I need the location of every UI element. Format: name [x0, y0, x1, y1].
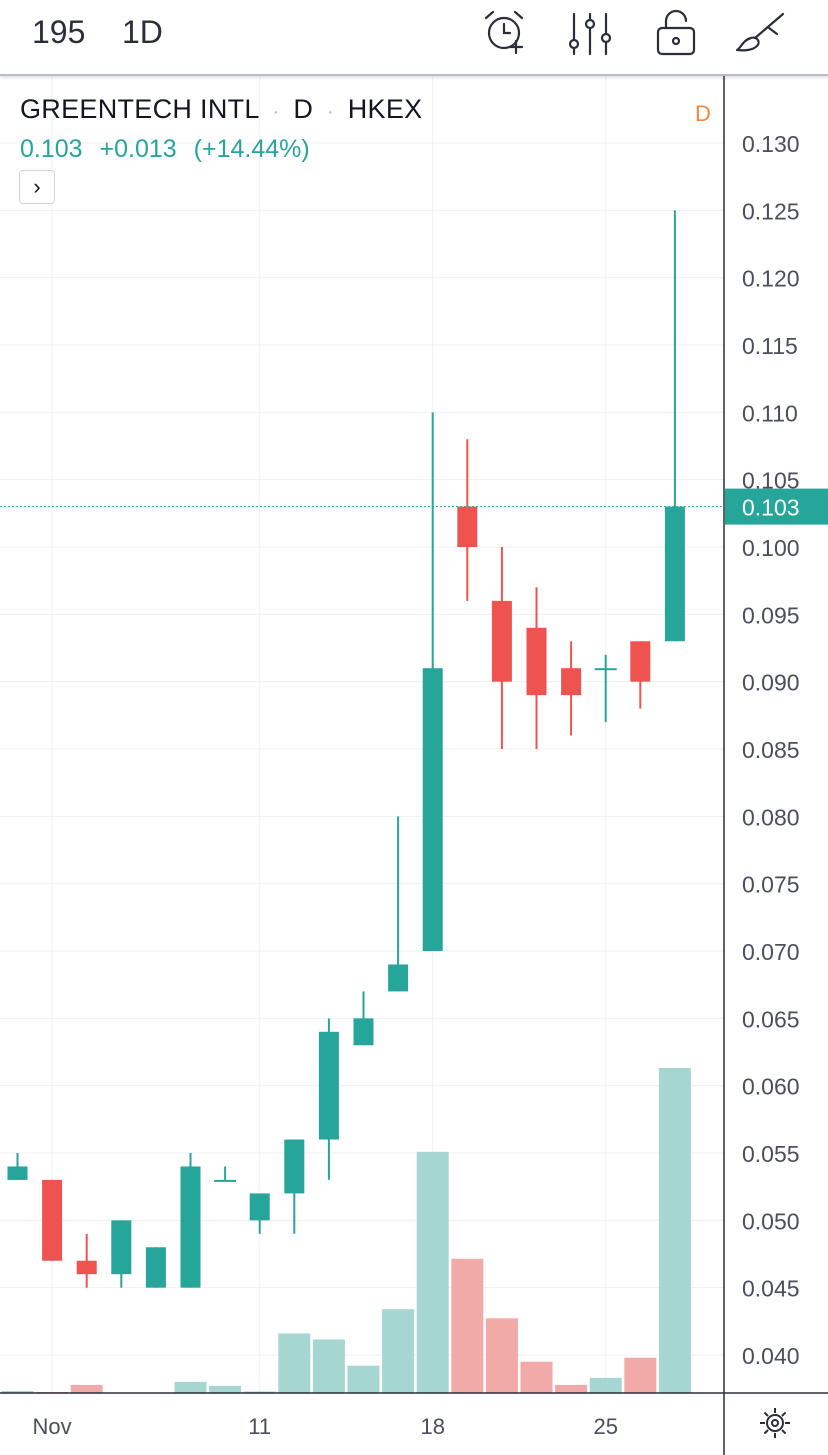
candle-body [526, 627, 547, 696]
volume-bar [624, 1357, 657, 1393]
candle-body [422, 668, 443, 951]
volume-bar [658, 1068, 691, 1393]
y-tick-label: 0.100 [742, 535, 800, 561]
x-tick-label: 25 [593, 1414, 617, 1439]
legend-exchange: HKEX [347, 94, 423, 124]
price-change-percent: (+14.44%) [193, 135, 310, 163]
volume-bar [243, 1391, 276, 1393]
last-price-label: 0.103 [742, 495, 800, 521]
lock-icon[interactable] [648, 8, 704, 60]
y-tick-label: 0.070 [742, 939, 800, 965]
candle-body [318, 1031, 339, 1140]
volume-bar [485, 1318, 518, 1393]
x-tick-label: 18 [420, 1414, 444, 1439]
last-price: 0.103 [20, 135, 83, 163]
price-change: +0.013 [99, 135, 177, 163]
top-toolbar: 195 1D [0, 0, 828, 76]
candle-body [180, 1166, 201, 1288]
chart-settings-gear-icon[interactable] [757, 1405, 793, 1441]
candle-body [284, 1139, 305, 1194]
volume-bar [278, 1333, 311, 1393]
drawing-brush-icon[interactable] [733, 8, 789, 60]
candle-body [353, 1018, 374, 1046]
candle-body [145, 1247, 166, 1288]
legend-timeframe: D [293, 94, 314, 124]
last-price-badge [725, 488, 828, 525]
y-tick-label: 0.115 [742, 333, 798, 359]
y-tick-label: 0.095 [742, 602, 800, 628]
volume-bar [382, 1309, 415, 1393]
candle-body [630, 641, 651, 682]
candle-body [664, 506, 685, 642]
candle-body [214, 1179, 237, 1182]
y-tick-label: 0.085 [742, 737, 800, 763]
y-tick-label: 0.060 [742, 1074, 800, 1100]
y-tick-label: 0.055 [742, 1141, 800, 1167]
candle-body [42, 1179, 63, 1261]
x-tick-label: Nov [33, 1414, 72, 1439]
legend-expand-button[interactable]: › [19, 170, 55, 204]
candle-body [249, 1193, 270, 1221]
volume-bar [520, 1361, 553, 1393]
y-tick-label: 0.045 [742, 1276, 800, 1302]
volume-bar [312, 1339, 345, 1393]
volume-bar [555, 1384, 588, 1393]
legend-separator: · [326, 101, 334, 123]
volume-bar [451, 1258, 484, 1393]
symbol-legend: GREENTECH INTL · D · HKEX 0.103 +0.013 (… [20, 94, 422, 164]
volume-bar [589, 1377, 622, 1393]
x-tick-label: 11 [248, 1414, 271, 1439]
volume-bar [347, 1365, 380, 1393]
symbol-name: GREENTECH INTL [20, 94, 259, 124]
volume-bar [174, 1381, 207, 1393]
y-tick-label: 0.120 [742, 266, 800, 292]
candle-body [111, 1220, 132, 1275]
candle-body [457, 506, 478, 547]
alarm-add-icon[interactable] [478, 8, 534, 60]
candle-body [594, 668, 617, 671]
candle-body [388, 964, 409, 992]
y-tick-label: 0.075 [742, 872, 800, 898]
y-tick-label: 0.090 [742, 670, 800, 696]
candle-body [561, 668, 582, 696]
candle-body [7, 1166, 28, 1180]
candle-body [491, 600, 512, 682]
volume-bar [1, 1390, 34, 1393]
y-tick-label: 0.050 [742, 1208, 800, 1234]
data-status-badge: D [695, 101, 711, 126]
symbol-button[interactable]: 195 [32, 14, 86, 50]
y-tick-label: 0.065 [742, 1006, 800, 1032]
y-tick-label: 0.040 [742, 1343, 800, 1369]
y-tick-label: 0.125 [742, 198, 800, 224]
price-chart[interactable]: 0.040 0.045 0.050 0.055 0.060 0.065 0.070 0.075… [0, 76, 828, 1455]
indicators-sliders-icon[interactable] [562, 8, 618, 60]
y-tick-label: 0.110 [742, 400, 798, 426]
interval-button[interactable]: 1D [122, 14, 163, 50]
legend-separator: · [272, 101, 280, 123]
volume-bar [70, 1384, 103, 1393]
y-tick-label: 0.080 [742, 804, 800, 830]
candle-body [76, 1260, 97, 1275]
y-tick-label: 0.130 [742, 131, 800, 157]
volume-bar [209, 1385, 242, 1393]
volume-bar [416, 1151, 449, 1393]
